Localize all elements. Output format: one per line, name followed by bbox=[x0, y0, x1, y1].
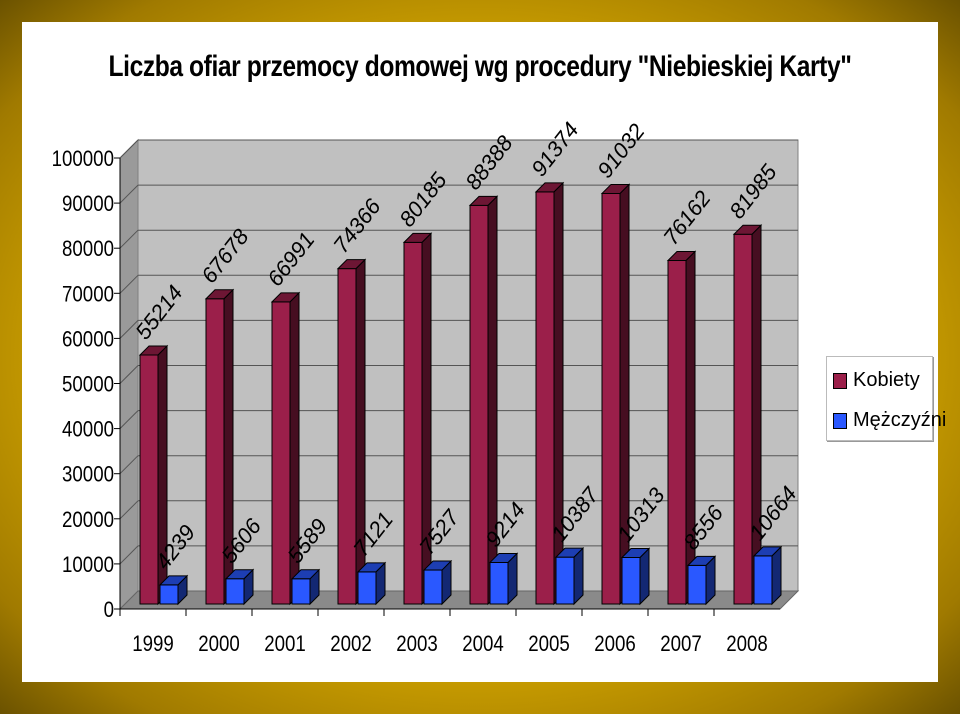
y-tick-label: 30000 bbox=[62, 463, 114, 487]
gridline-side bbox=[119, 274, 139, 294]
bar-mezczyzni-2002 bbox=[356, 561, 387, 606]
bar-mezczyzni-2005 bbox=[554, 546, 585, 606]
x-tick-label: 2005 bbox=[528, 633, 570, 657]
bar-mezczyzni-2003 bbox=[422, 559, 453, 606]
legend-item-mezczyzni: Mężczyźni bbox=[833, 409, 946, 432]
gridline-side bbox=[119, 320, 139, 339]
bar-mezczyzni-2000 bbox=[224, 568, 255, 606]
gridline-side bbox=[119, 500, 139, 520]
gridline-side bbox=[119, 410, 139, 429]
bar-kobiety-2005 bbox=[534, 181, 565, 606]
x-tick-label: 1999 bbox=[132, 633, 174, 657]
bar-kobiety-2006 bbox=[600, 183, 631, 606]
gridline-side bbox=[119, 455, 139, 475]
gridline-side bbox=[119, 139, 139, 159]
x-tick-label: 2006 bbox=[594, 633, 636, 657]
bar-mezczyzni-2008 bbox=[752, 545, 783, 606]
legend-swatch-mezczyzni bbox=[833, 412, 847, 429]
y-tick-label: 20000 bbox=[62, 508, 114, 532]
bar-mezczyzni-2001 bbox=[290, 568, 321, 606]
x-tick-label: 2001 bbox=[264, 633, 306, 657]
legend-label-kobiety: Kobiety bbox=[853, 369, 920, 391]
gridline-side bbox=[119, 229, 139, 249]
x-tick-label: 2004 bbox=[462, 633, 504, 657]
y-tick-label: 80000 bbox=[62, 238, 114, 262]
y-tick-label: 60000 bbox=[62, 328, 114, 352]
legend-label-mezczyzni: Mężczyźni bbox=[853, 409, 947, 431]
legend-swatch-kobiety bbox=[833, 372, 847, 389]
y-tick-label: 90000 bbox=[62, 193, 114, 217]
bar-mezczyzni-2004 bbox=[488, 552, 519, 606]
x-tick-label: 2003 bbox=[396, 633, 438, 657]
x-tick-label: 2008 bbox=[726, 633, 768, 657]
bar-mezczyzni-2007 bbox=[686, 555, 717, 606]
bar-kobiety-2002 bbox=[336, 258, 367, 606]
gridline-side bbox=[119, 365, 139, 384]
y-tick-label: 0 bbox=[104, 599, 114, 623]
y-tick-label: 50000 bbox=[62, 373, 114, 397]
bar-kobiety-2007 bbox=[666, 250, 697, 606]
x-tick-label: 2000 bbox=[198, 633, 240, 657]
x-tick-label: 2002 bbox=[330, 633, 372, 657]
legend-item-kobiety: Kobiety bbox=[833, 369, 920, 392]
y-tick-label: 70000 bbox=[62, 283, 114, 307]
bar-mezczyzni-2006 bbox=[620, 547, 651, 606]
y-tick-label: 10000 bbox=[62, 554, 114, 578]
bar-kobiety-2004 bbox=[468, 195, 499, 606]
gridline-side bbox=[119, 545, 139, 565]
y-tick-label: 40000 bbox=[62, 418, 114, 442]
chart-title: Liczba ofiar przemocy domowej wg procedu… bbox=[108, 50, 852, 83]
bar-kobiety-2003 bbox=[402, 232, 433, 606]
y-tick-label: 100000 bbox=[52, 148, 114, 172]
legend: Kobiety Mężczyźni bbox=[826, 356, 946, 441]
bar-kobiety-2008 bbox=[732, 224, 763, 606]
bar-kobiety-2000 bbox=[204, 288, 235, 606]
x-tick-label: 2007 bbox=[660, 633, 702, 657]
gridline-side bbox=[119, 184, 139, 204]
bar-mezczyzni-1999 bbox=[158, 574, 189, 606]
